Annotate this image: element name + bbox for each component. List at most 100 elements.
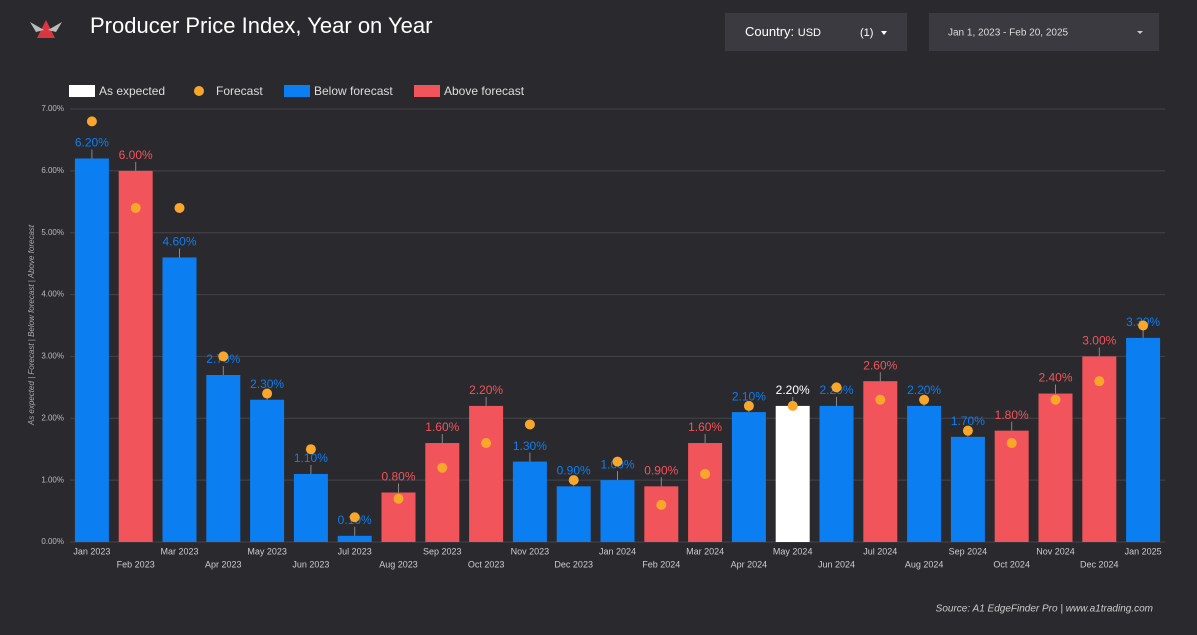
country-filter[interactable]: Country: USD (1)	[725, 13, 907, 51]
value-label: 1.10%	[294, 451, 328, 465]
logo	[30, 20, 62, 38]
forecast-dot	[568, 475, 579, 486]
value-label: 0.90%	[644, 464, 678, 478]
dropdown-arrow	[881, 31, 887, 35]
value-label: 1.60%	[425, 420, 459, 434]
x-tick-label: Jun 2024	[818, 559, 855, 569]
x-tick-label: Jul 2024	[863, 546, 897, 556]
x-tick-label: Dec 2023	[554, 559, 593, 569]
value-label: 3.00%	[1082, 334, 1116, 348]
y-tick-label: 1.00%	[41, 475, 64, 484]
value-label: 1.70%	[951, 414, 985, 428]
value-label: 1.80%	[995, 408, 1029, 422]
filter-label: Country: USD	[745, 24, 821, 39]
forecast-dot	[349, 512, 360, 523]
x-tick-label: Jan 2024	[599, 546, 636, 556]
x-tick-label: Mar 2024	[686, 546, 724, 556]
bar	[469, 405, 504, 542]
x-tick-label: Dec 2024	[1080, 559, 1119, 569]
legend-label: Above forecast	[444, 84, 525, 98]
bar	[250, 399, 285, 542]
y-tick-label: 6.00%	[41, 166, 64, 175]
value-label: 6.00%	[119, 148, 153, 162]
date-filter[interactable]: Jan 1, 2023 - Feb 20, 2025	[929, 13, 1159, 51]
x-tick-label: Jan 2025	[1125, 546, 1162, 556]
forecast-dot	[481, 438, 492, 449]
legend-label: Below forecast	[314, 84, 393, 98]
country-label: Country	[745, 24, 791, 39]
forecast-dot	[700, 468, 711, 479]
forecast-dot	[1050, 394, 1061, 405]
legend-marker	[69, 85, 95, 97]
bar	[994, 430, 1029, 542]
forecast-dot	[218, 351, 229, 362]
separator: :	[791, 24, 798, 39]
forecast-dot	[875, 394, 886, 405]
x-tick-label: Apr 2023	[205, 559, 242, 569]
x-tick-label: Feb 2023	[117, 559, 155, 569]
x-tick-label: Jun 2023	[292, 559, 329, 569]
x-tick-label: Nov 2024	[1036, 546, 1075, 556]
bar	[1126, 337, 1161, 542]
x-tick-label: Jan 2023	[73, 546, 110, 556]
bar	[775, 405, 810, 542]
dropdown-arrow	[1137, 31, 1143, 34]
bar	[512, 461, 547, 542]
filter-count: (1)	[860, 27, 873, 39]
y-axis-title: As expected | Forecast | Below forecast …	[27, 224, 36, 426]
forecast-dot	[656, 499, 667, 510]
y-tick-label: 5.00%	[41, 228, 64, 237]
x-tick-label: Sep 2023	[423, 546, 462, 556]
forecast-dot	[305, 444, 316, 455]
forecast-dot	[743, 400, 754, 411]
filter-box[interactable]	[725, 13, 907, 51]
filter-box[interactable]	[929, 13, 1159, 51]
source: Source: A1 EdgeFinder Pro | www.a1tradin…	[936, 604, 1153, 615]
date-range: Jan 1, 2023 - Feb 20, 2025	[948, 28, 1069, 39]
title: Producer Price Index, Year on Year	[90, 13, 432, 38]
value-label: 0.80%	[381, 470, 415, 484]
legend-label: As expected	[99, 84, 165, 98]
x-tick-label: Oct 2023	[468, 559, 505, 569]
y-tick-label: 0.00%	[41, 537, 64, 546]
bar	[907, 405, 942, 542]
bar	[950, 436, 985, 542]
x-tick-label: Nov 2023	[511, 546, 550, 556]
forecast-dot	[1006, 438, 1017, 449]
x-tick-label: Apr 2024	[731, 559, 768, 569]
bar	[206, 374, 241, 542]
bar	[863, 381, 898, 542]
legend-marker	[284, 85, 310, 97]
value-label: 1.60%	[688, 420, 722, 434]
value-label: 2.60%	[863, 358, 897, 372]
country-value: USD	[798, 27, 821, 39]
forecast-dot	[86, 116, 97, 127]
forecast-dot	[524, 419, 535, 430]
value-label: 2.10%	[732, 389, 766, 403]
x-tick-label: Jul 2023	[338, 546, 372, 556]
x-tick-label: Oct 2024	[993, 559, 1030, 569]
bar	[600, 480, 635, 542]
y-tick-label: 4.00%	[41, 290, 64, 299]
value-label: 1.30%	[513, 439, 547, 453]
forecast-dot	[130, 202, 141, 213]
x-tick-label: May 2023	[247, 546, 287, 556]
x-tick-label: Aug 2024	[905, 559, 944, 569]
value-label: 6.20%	[75, 136, 109, 150]
bar	[162, 257, 197, 542]
value-label: 2.30%	[250, 377, 284, 391]
forecast-dot	[437, 462, 448, 473]
x-tick-label: Sep 2024	[949, 546, 988, 556]
y-tick-label: 3.00%	[41, 352, 64, 361]
value-label: 2.20%	[907, 383, 941, 397]
bar	[118, 170, 153, 542]
legend-marker	[194, 86, 204, 96]
bar	[688, 443, 723, 542]
bar	[819, 405, 854, 542]
y-tick-label: 2.00%	[41, 413, 64, 422]
y-tick-label: 7.00%	[41, 104, 64, 113]
bar	[425, 443, 460, 542]
x-tick-label: Mar 2023	[160, 546, 198, 556]
